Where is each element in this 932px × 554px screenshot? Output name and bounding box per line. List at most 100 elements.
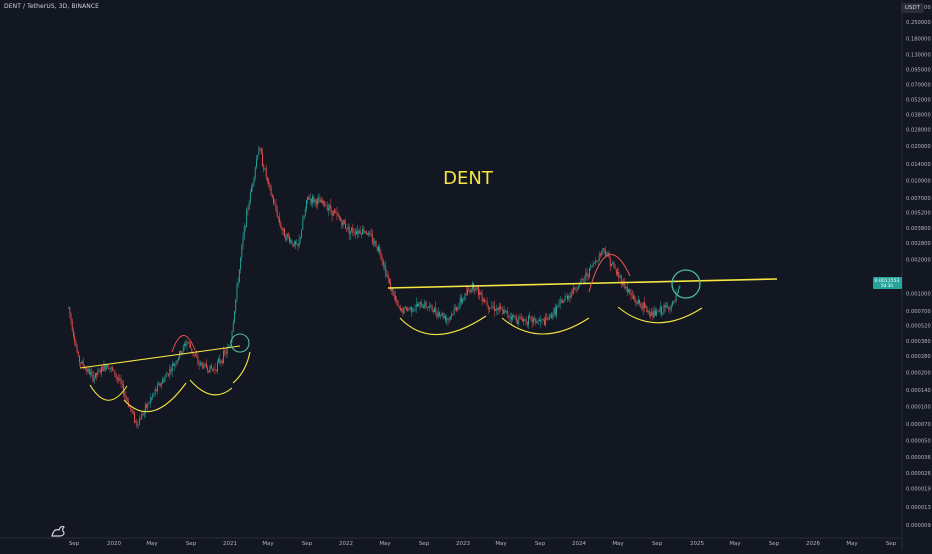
- candle-body: [514, 316, 516, 318]
- candle-body: [679, 286, 681, 289]
- candle-body: [354, 232, 356, 235]
- y-tick-label: 0.000200: [906, 371, 931, 377]
- candle-body: [175, 364, 177, 365]
- candle-body: [440, 315, 442, 317]
- candle-body: [430, 305, 432, 306]
- candle-body: [238, 269, 240, 283]
- candle-body: [525, 319, 527, 323]
- candle-body: [214, 369, 216, 371]
- y-tick-label: 0.014000: [906, 162, 931, 168]
- candle-body: [534, 318, 536, 319]
- candle-body: [435, 307, 437, 314]
- y-tick-label: 0.000380: [906, 339, 931, 345]
- candle-body: [409, 306, 411, 310]
- candle-body: [575, 289, 577, 291]
- candle-body: [659, 306, 661, 312]
- candle-body: [131, 409, 133, 412]
- candle-body: [149, 399, 151, 404]
- candle-body: [72, 330, 74, 337]
- candle-body: [109, 367, 111, 370]
- candle-body: [456, 307, 457, 311]
- candle-body: [213, 369, 215, 370]
- candle-body: [663, 305, 665, 314]
- candle-body: [316, 199, 318, 205]
- candle-body: [662, 313, 664, 314]
- candle-body: [275, 203, 277, 211]
- candle-body: [407, 308, 409, 311]
- candle-body: [569, 295, 571, 298]
- candle-body: [87, 368, 89, 372]
- candle-body: [142, 413, 144, 415]
- candle-body: [331, 210, 333, 216]
- candle-body: [562, 300, 564, 303]
- candle-body: [68, 307, 70, 308]
- candle-body: [408, 308, 410, 310]
- y-tick-label: 0.000140: [906, 388, 931, 394]
- candle-body: [548, 314, 550, 320]
- candle-body: [297, 243, 299, 246]
- candle-body: [292, 243, 294, 247]
- candle-body: [241, 245, 243, 258]
- candle-body: [446, 318, 448, 321]
- candle-body: [443, 316, 445, 318]
- candle-body: [102, 366, 104, 372]
- candle-body: [201, 362, 202, 365]
- candle-body: [314, 199, 316, 203]
- candle-body: [634, 298, 636, 300]
- y-tick-label: 0.095000: [906, 68, 931, 74]
- x-tick-label: Sep: [302, 541, 313, 547]
- x-tick-label: Sep: [69, 541, 80, 547]
- candle-body: [526, 322, 528, 325]
- candle-body: [367, 233, 368, 235]
- tradingview-logo-icon: [51, 525, 65, 537]
- candle-body: [568, 295, 570, 300]
- currency-label[interactable]: USDT: [900, 3, 924, 13]
- candle-body: [82, 361, 84, 367]
- candle-body: [617, 271, 619, 275]
- candle-body: [487, 305, 489, 310]
- candle-body: [397, 300, 399, 307]
- candle-body: [551, 314, 553, 319]
- candle-body: [542, 319, 544, 320]
- candle-body: [640, 303, 642, 307]
- x-tick-label: May: [146, 541, 158, 547]
- x-tick-label: May: [495, 541, 507, 547]
- candle-body: [425, 302, 427, 308]
- candle-body: [104, 364, 106, 370]
- candle-body: [120, 378, 122, 384]
- candle-body: [168, 373, 170, 376]
- candle-body: [399, 307, 401, 311]
- candle-body: [231, 331, 233, 342]
- candle-body: [225, 352, 227, 354]
- candle-body: [581, 278, 583, 280]
- candle-body: [336, 212, 338, 215]
- candle-body: [155, 389, 157, 391]
- candle-body: [540, 319, 542, 322]
- candle-body: [146, 404, 148, 408]
- candle-body: [125, 395, 127, 398]
- candle-body: [240, 257, 242, 270]
- candle-body: [497, 308, 499, 311]
- candle-body: [126, 397, 128, 402]
- candle-body: [475, 287, 477, 291]
- candle-body: [188, 342, 190, 344]
- candle-body: [559, 300, 561, 303]
- x-tick-label: 2024: [572, 541, 586, 547]
- candle-body: [247, 209, 249, 211]
- candle-body: [647, 310, 649, 313]
- candle-body: [265, 168, 267, 178]
- candle-body: [224, 350, 226, 353]
- y-tick-label: 0.000070: [906, 422, 931, 428]
- candle-body: [356, 231, 357, 235]
- x-tick-label: May: [262, 541, 274, 547]
- x-tick-label: Sep: [769, 541, 780, 547]
- candle-body: [417, 303, 418, 307]
- candle-body: [530, 316, 532, 317]
- candle-body: [114, 370, 116, 376]
- candle-body: [337, 214, 339, 217]
- candle-body: [481, 295, 483, 302]
- candle-body: [452, 313, 454, 315]
- resistance-line-2: [387, 278, 778, 289]
- candle-body: [598, 254, 600, 261]
